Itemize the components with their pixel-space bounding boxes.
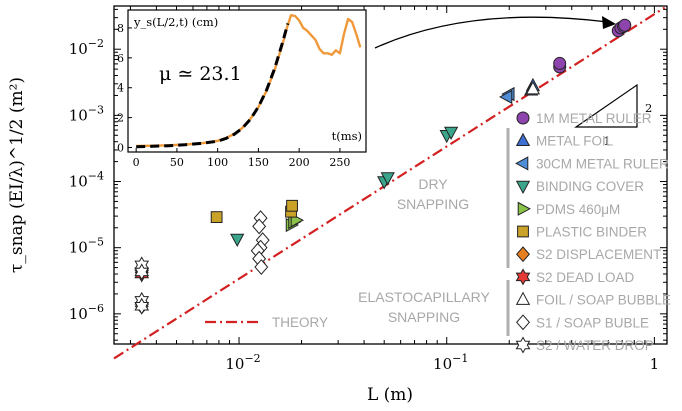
legend-label: 1M METAL RULER bbox=[536, 111, 652, 126]
legend-marker bbox=[516, 314, 530, 331]
inset-y-tick-label: 6 bbox=[117, 52, 124, 65]
theory-legend-label: THEORY bbox=[272, 315, 328, 330]
legend-marker bbox=[515, 180, 531, 195]
y-tick-label: 10−4 bbox=[69, 170, 104, 191]
legend-label: S1 / SOAP BUBLE bbox=[536, 315, 649, 330]
inset-x-tick-label: 0 bbox=[133, 156, 140, 169]
data-point bbox=[230, 233, 245, 248]
inset-x-tick-label: 250 bbox=[329, 156, 350, 169]
slope-run-label: 1 bbox=[603, 134, 610, 148]
main-chart: 10−2 10−1 1 10−6 10−5 10−4 10−3 10−2 L (m) τ_snap… bbox=[7, 5, 671, 405]
legend-label: S2 / WATER DROP bbox=[536, 338, 654, 353]
slope-rise-label: 2 bbox=[645, 101, 652, 115]
legend-marker bbox=[515, 132, 531, 146]
y-axis-label: τ_snap (EI/λ)^1/2 (m²) bbox=[7, 77, 27, 273]
legend-label: PDMS 460μM bbox=[536, 202, 620, 217]
data-point bbox=[618, 18, 632, 32]
series-30cm-metal-ruler bbox=[498, 86, 515, 105]
arrow-head bbox=[602, 16, 616, 29]
y-tick-label: 10−3 bbox=[69, 103, 104, 124]
legend-label: BINDING COVER bbox=[536, 179, 644, 194]
series-binding-cover bbox=[230, 126, 459, 248]
regime-annotation: ELASTOCAPILLARY bbox=[358, 289, 490, 305]
legend-marker bbox=[515, 291, 531, 305]
regime-annotation: SNAPPING bbox=[388, 309, 460, 325]
series-plastic-binder bbox=[210, 199, 298, 223]
legend-marker bbox=[515, 156, 529, 171]
series-s2-water-drop bbox=[134, 256, 150, 315]
x-tick-label: 10−2 bbox=[225, 352, 260, 373]
inset-y-tick-label: 8 bbox=[117, 22, 124, 35]
data-point bbox=[286, 199, 298, 212]
x-axis-label: L (m) bbox=[367, 385, 413, 405]
data-point bbox=[254, 259, 269, 275]
inset-x-tick-label: 150 bbox=[248, 156, 269, 169]
data-point bbox=[498, 89, 513, 105]
series-pdms-460-m bbox=[285, 213, 304, 233]
x-tick-label: 1 bbox=[650, 355, 660, 373]
inset-x-tick-label: 200 bbox=[289, 156, 310, 169]
series-s1-soap-buble bbox=[250, 210, 270, 275]
legend-label: S2 DEAD LOAD bbox=[536, 270, 635, 285]
inset-y-tick-label: 2 bbox=[117, 112, 124, 125]
regime-annotation: DRY bbox=[418, 176, 448, 192]
data-point bbox=[252, 218, 267, 235]
data-point bbox=[134, 263, 150, 281]
inset-y-tick-label: 4 bbox=[117, 82, 124, 95]
legend: 1M METAL RULER METAL FOIL 30CM METAL RULER… bbox=[515, 111, 671, 354]
arrow-curve bbox=[374, 16, 609, 49]
data-point bbox=[134, 297, 150, 315]
legend-label: PLASTIC BINDER bbox=[536, 225, 647, 240]
plot-frame bbox=[113, 5, 668, 345]
inset-chart: 0 50 100 150 200 250 0 2 4 6 8 y_s(L/2,t) (cm) t(ms)… bbox=[117, 9, 367, 169]
data-point bbox=[525, 81, 541, 95]
inset-y-tick-label: 0 bbox=[117, 142, 124, 155]
inset-series-fit bbox=[136, 23, 290, 149]
legend-label: S2 DISPLACEMENT bbox=[536, 247, 661, 262]
series-foil-soap-bubble bbox=[525, 81, 541, 95]
regime-annotation: SNAPPING bbox=[397, 196, 469, 212]
legend-label: FOIL / SOAP BUBBLE bbox=[536, 293, 671, 308]
legend-marker bbox=[515, 268, 531, 286]
legend-marker bbox=[517, 201, 531, 216]
legend-label: METAL FOIL bbox=[536, 134, 614, 149]
overlay bbox=[374, 16, 616, 49]
inset-frame bbox=[127, 9, 367, 153]
legend-marker bbox=[515, 336, 531, 354]
slope-triangle bbox=[574, 83, 638, 128]
data-point bbox=[210, 211, 223, 223]
inset-x-label: t(ms) bbox=[332, 129, 362, 143]
legend-marker bbox=[516, 111, 530, 125]
legend-label: 30CM METAL RULER bbox=[536, 156, 669, 171]
x-tick-label: 10−1 bbox=[433, 352, 468, 373]
y-tick-label: 10−5 bbox=[69, 236, 104, 257]
inset-x-tick-label: 100 bbox=[207, 156, 228, 169]
y-tick-label: 10−6 bbox=[69, 302, 104, 323]
mu-annotation: μ ≃ 23.1 bbox=[159, 63, 242, 85]
inset-y-label: y_s(L/2,t) (cm) bbox=[133, 15, 218, 29]
data-point bbox=[553, 56, 567, 70]
data-point bbox=[443, 126, 459, 140]
series-1m-metal-ruler bbox=[553, 18, 632, 74]
theory-line bbox=[113, 6, 666, 360]
y-tick-label: 10−2 bbox=[69, 37, 104, 58]
inset-x-tick-label: 50 bbox=[170, 156, 184, 169]
legend-marker bbox=[516, 246, 530, 263]
data-point bbox=[380, 172, 395, 186]
legend-marker bbox=[517, 225, 529, 238]
